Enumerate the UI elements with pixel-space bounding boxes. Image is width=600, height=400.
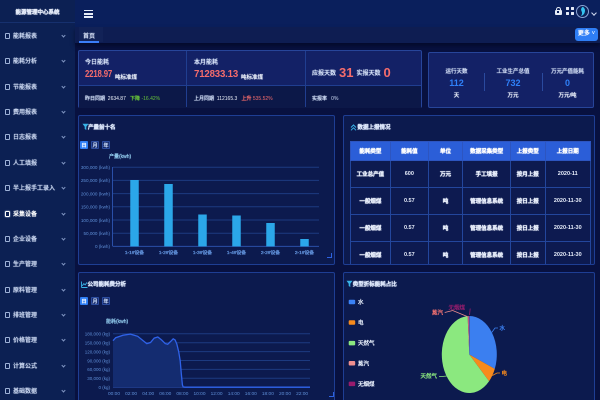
svg-text:60,000 (kg): 60,000 (kg) xyxy=(87,367,110,372)
svg-text:20:00: 20:00 xyxy=(279,391,291,397)
svg-text:无烟煤: 无烟煤 xyxy=(358,380,375,388)
svg-text:50,000 (kwh): 50,000 (kwh) xyxy=(83,231,110,236)
svg-text:1-1#设备: 1-1#设备 xyxy=(125,249,144,256)
svg-text:150,000 (kwh): 150,000 (kwh) xyxy=(81,205,111,210)
svg-text:2-1#设备: 2-1#设备 xyxy=(295,249,314,256)
svg-text:10:00: 10:00 xyxy=(193,391,205,397)
svg-text:02:00: 02:00 xyxy=(125,391,137,397)
svg-text:1-4#设备: 1-4#设备 xyxy=(227,249,246,256)
svg-text:产量(kwh): 产量(kwh) xyxy=(109,153,132,160)
svg-text:天然气: 天然气 xyxy=(420,372,437,380)
svg-text:180,000 (kg): 180,000 (kg) xyxy=(85,332,111,337)
svg-text:2-2#设备: 2-2#设备 xyxy=(261,249,280,256)
svg-text:06:00: 06:00 xyxy=(159,391,171,397)
svg-text:0 (kwh): 0 (kwh) xyxy=(95,244,111,249)
svg-text:水: 水 xyxy=(358,298,364,306)
svg-text:90,000 (kg): 90,000 (kg) xyxy=(87,358,110,363)
svg-text:200,000 (kwh): 200,000 (kwh) xyxy=(81,191,111,196)
svg-text:00:00: 00:00 xyxy=(108,391,120,397)
svg-text:0 (kg): 0 (kg) xyxy=(98,385,110,390)
svg-text:14:00: 14:00 xyxy=(228,391,240,397)
svg-text:16:00: 16:00 xyxy=(245,391,257,397)
svg-text:120,000 (kg): 120,000 (kg) xyxy=(85,349,111,354)
svg-text:250,000 (kwh): 250,000 (kwh) xyxy=(81,178,111,183)
svg-text:12:00: 12:00 xyxy=(211,391,223,397)
svg-text:30,000 (kg): 30,000 (kg) xyxy=(87,376,110,381)
svg-text:无烟煤: 无烟煤 xyxy=(448,304,465,312)
svg-text:150,000 (kg): 150,000 (kg) xyxy=(85,341,111,346)
svg-text:22:00: 22:00 xyxy=(296,391,308,397)
svg-text:能耗(kwh): 能耗(kwh) xyxy=(106,318,129,325)
svg-text:水: 水 xyxy=(500,324,506,332)
svg-text:100,000 (kwh): 100,000 (kwh) xyxy=(81,218,111,223)
svg-text:蒸汽: 蒸汽 xyxy=(432,309,444,317)
svg-text:电: 电 xyxy=(502,369,508,377)
svg-text:蒸汽: 蒸汽 xyxy=(358,359,370,367)
svg-text:天然气: 天然气 xyxy=(358,339,375,347)
svg-text:04:00: 04:00 xyxy=(142,391,154,397)
svg-text:1-3#设备: 1-3#设备 xyxy=(193,249,212,256)
svg-text:18:00: 18:00 xyxy=(262,391,274,397)
svg-text:300,000 (kwh): 300,000 (kwh) xyxy=(81,165,111,170)
svg-text:08:00: 08:00 xyxy=(176,391,188,397)
svg-text:1-2#设备: 1-2#设备 xyxy=(159,249,178,256)
svg-text:电: 电 xyxy=(358,319,364,327)
